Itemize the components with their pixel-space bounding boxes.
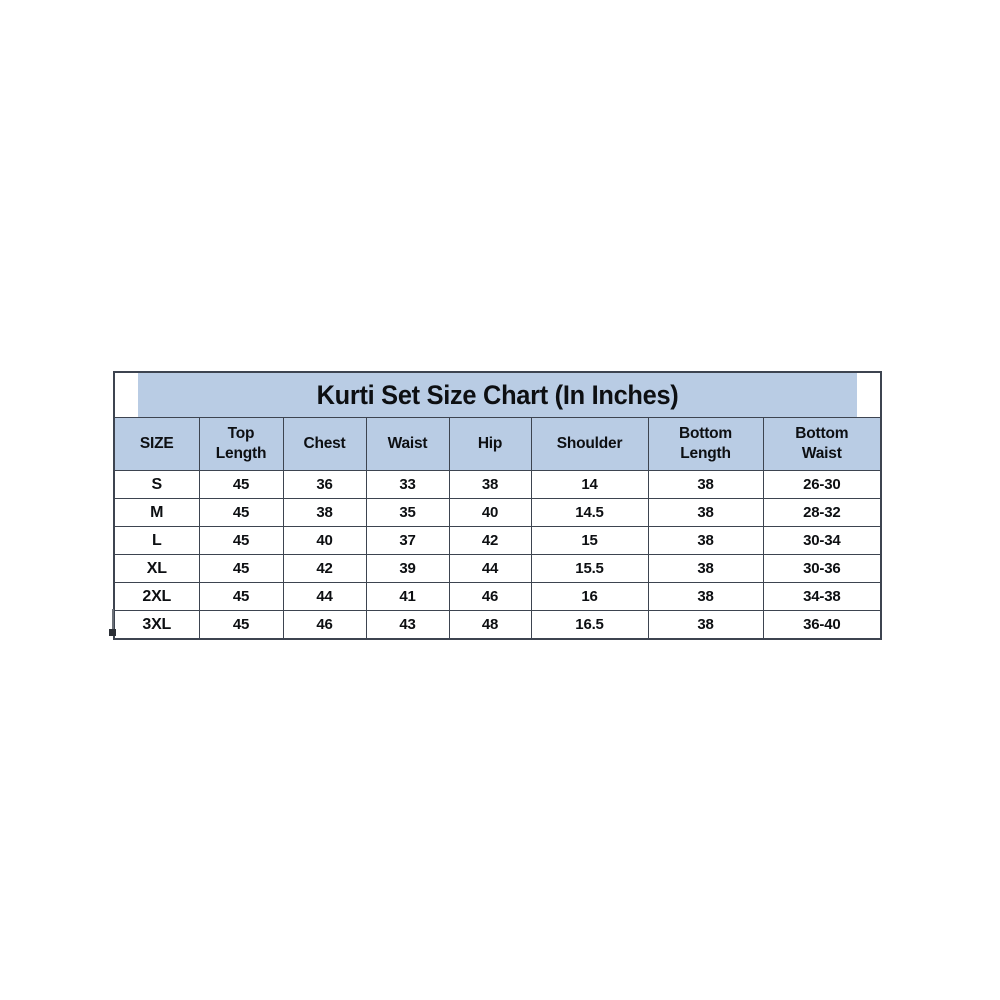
cell-hip: 42 bbox=[448, 526, 532, 555]
cell-bottom-length: 38 bbox=[647, 610, 764, 640]
cell-waist: 33 bbox=[365, 470, 450, 499]
cell-size: 2XL bbox=[113, 582, 200, 611]
table-row: XL 45 42 39 44 15.5 38 30-36 bbox=[113, 554, 882, 583]
cell-waist: 41 bbox=[365, 582, 450, 611]
cell-hip: 40 bbox=[448, 498, 532, 527]
cell-waist: 43 bbox=[365, 610, 450, 640]
cell-chest: 38 bbox=[282, 498, 367, 527]
cell-bottom-length: 38 bbox=[647, 498, 764, 527]
header-line-1: Bottom bbox=[678, 424, 733, 442]
cell-bottom-waist: 34-38 bbox=[762, 582, 882, 611]
cell-bottom-waist: 30-34 bbox=[762, 526, 882, 555]
cell-size: L bbox=[113, 526, 200, 555]
cell-top-length: 45 bbox=[198, 498, 284, 527]
header-line-2: Waist bbox=[801, 445, 842, 462]
cell-chest: 40 bbox=[282, 526, 367, 555]
chart-title: Kurti Set Size Chart (In Inches) bbox=[136, 371, 859, 418]
cell-bottom-waist: 26-30 bbox=[762, 470, 882, 499]
cell-top-length: 45 bbox=[198, 470, 284, 499]
column-header-chest: Chest bbox=[282, 417, 367, 471]
cell-waist: 39 bbox=[365, 554, 450, 583]
cell-top-length: 45 bbox=[198, 610, 284, 640]
column-header-waist: Waist bbox=[365, 417, 450, 471]
cell-hip: 44 bbox=[448, 554, 532, 583]
cell-top-length: 45 bbox=[198, 582, 284, 611]
cell-hip: 46 bbox=[448, 582, 532, 611]
cell-bottom-length: 38 bbox=[647, 526, 764, 555]
cell-size: XL bbox=[113, 554, 200, 583]
cell-chest: 36 bbox=[282, 470, 367, 499]
chart-title-row: Kurti Set Size Chart (In Inches) bbox=[114, 371, 881, 418]
cell-bottom-waist: 30-36 bbox=[762, 554, 882, 583]
column-header-size: SIZE bbox=[113, 417, 200, 471]
column-header-top-length: Top Length bbox=[198, 417, 284, 471]
table-row: S 45 36 33 38 14 38 26-30 bbox=[113, 470, 882, 499]
cell-chest: 46 bbox=[282, 610, 367, 640]
cell-hip: 38 bbox=[448, 470, 532, 499]
size-chart-table: Kurti Set Size Chart (In Inches) SIZE To… bbox=[113, 371, 883, 640]
table-row: 2XL 45 44 41 46 16 38 34-38 bbox=[113, 582, 882, 611]
cell-waist: 37 bbox=[365, 526, 450, 555]
cell-shoulder: 14 bbox=[530, 470, 649, 499]
cell-bottom-waist: 28-32 bbox=[762, 498, 882, 527]
selection-handle-icon bbox=[109, 629, 116, 636]
cell-bottom-length: 38 bbox=[647, 470, 764, 499]
cell-bottom-length: 38 bbox=[647, 582, 764, 611]
cell-size: 3XL bbox=[113, 610, 200, 640]
cell-top-length: 45 bbox=[198, 526, 284, 555]
cell-bottom-waist: 36-40 bbox=[762, 610, 882, 640]
header-line-2: Length bbox=[680, 445, 731, 462]
cell-size: M bbox=[113, 498, 200, 527]
table-row: M 45 38 35 40 14.5 38 28-32 bbox=[113, 498, 882, 527]
cell-chest: 42 bbox=[282, 554, 367, 583]
table-row: 3XL 45 46 43 48 16.5 38 36-40 bbox=[113, 610, 882, 640]
header-line-1: Top bbox=[227, 424, 255, 442]
column-header-row: SIZE Top Length Chest Waist Hip Shoulder… bbox=[113, 417, 882, 471]
cell-waist: 35 bbox=[365, 498, 450, 527]
size-chart-container: Kurti Set Size Chart (In Inches) SIZE To… bbox=[109, 371, 883, 640]
size-chart-body: S 45 36 33 38 14 38 26-30 M 45 38 35 40 … bbox=[113, 470, 882, 640]
cell-shoulder: 15 bbox=[530, 526, 649, 555]
column-header-bottom-length: Bottom Length bbox=[647, 417, 764, 471]
column-header-shoulder: Shoulder bbox=[530, 417, 649, 471]
column-header-hip: Hip bbox=[448, 417, 532, 471]
table-row: L 45 40 37 42 15 38 30-34 bbox=[113, 526, 882, 555]
header-line-2: Length bbox=[215, 445, 267, 462]
selection-handle-stem bbox=[112, 609, 114, 633]
cell-top-length: 45 bbox=[198, 554, 284, 583]
cell-shoulder: 14.5 bbox=[530, 498, 649, 527]
cell-hip: 48 bbox=[448, 610, 532, 640]
cell-size: S bbox=[113, 470, 200, 499]
column-header-bottom-waist: Bottom Waist bbox=[762, 417, 882, 471]
header-line-1: Bottom bbox=[795, 424, 849, 442]
cell-bottom-length: 38 bbox=[647, 554, 764, 583]
cell-shoulder: 16.5 bbox=[530, 610, 649, 640]
cell-shoulder: 16 bbox=[530, 582, 649, 611]
cell-shoulder: 15.5 bbox=[530, 554, 649, 583]
cell-chest: 44 bbox=[282, 582, 367, 611]
